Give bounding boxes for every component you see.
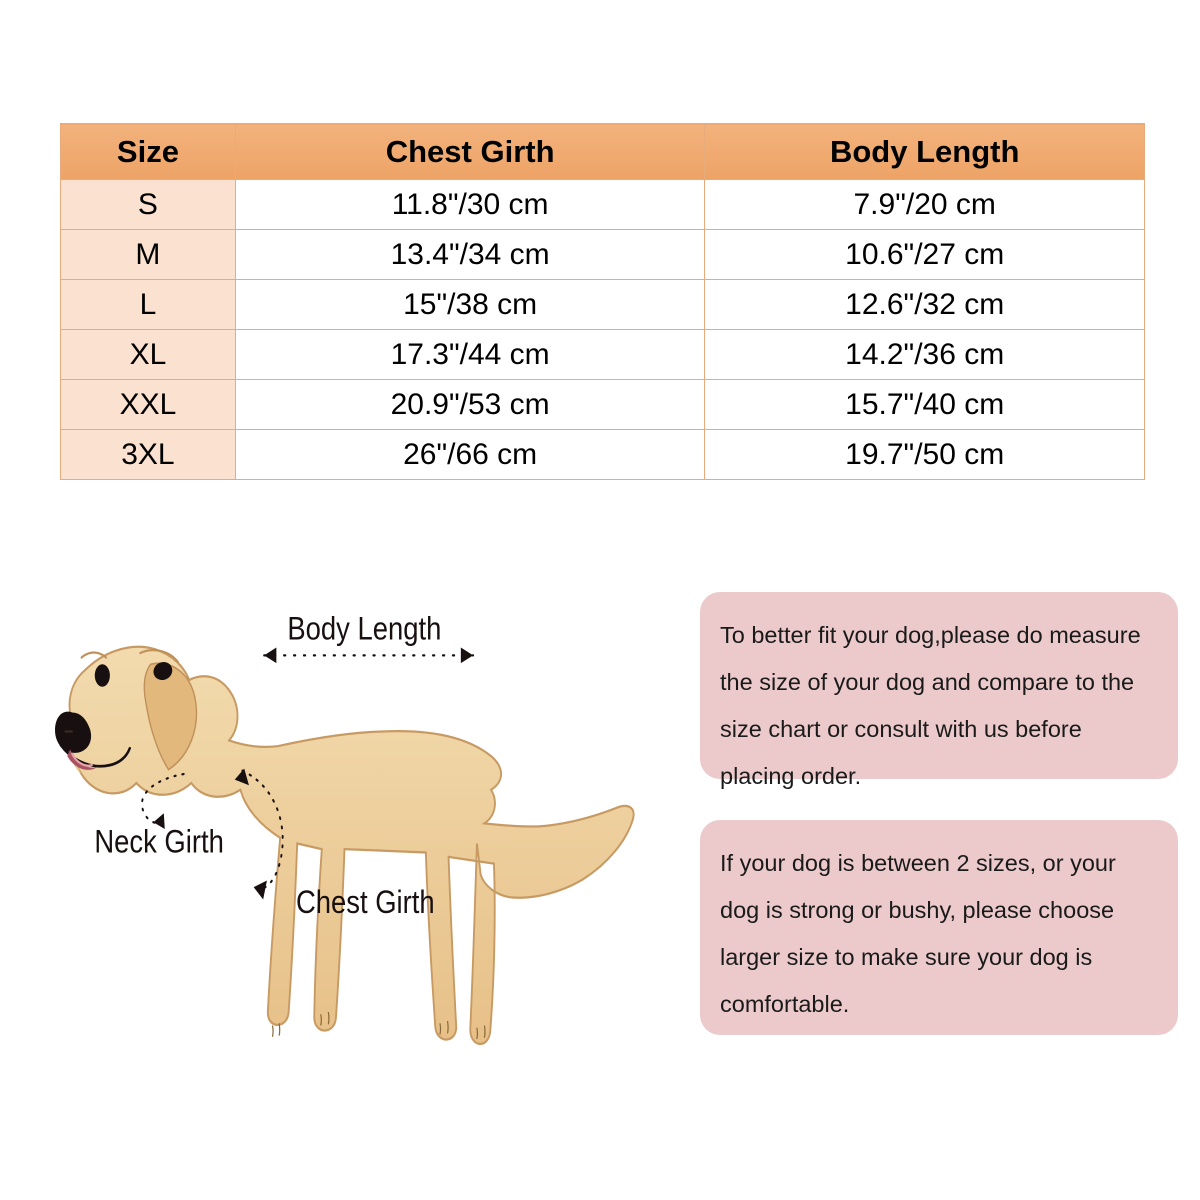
svg-text:Chest Girth: Chest Girth xyxy=(296,885,435,921)
svg-text:Body Length: Body Length xyxy=(287,612,441,648)
svg-text:Neck Girth: Neck Girth xyxy=(94,824,224,860)
